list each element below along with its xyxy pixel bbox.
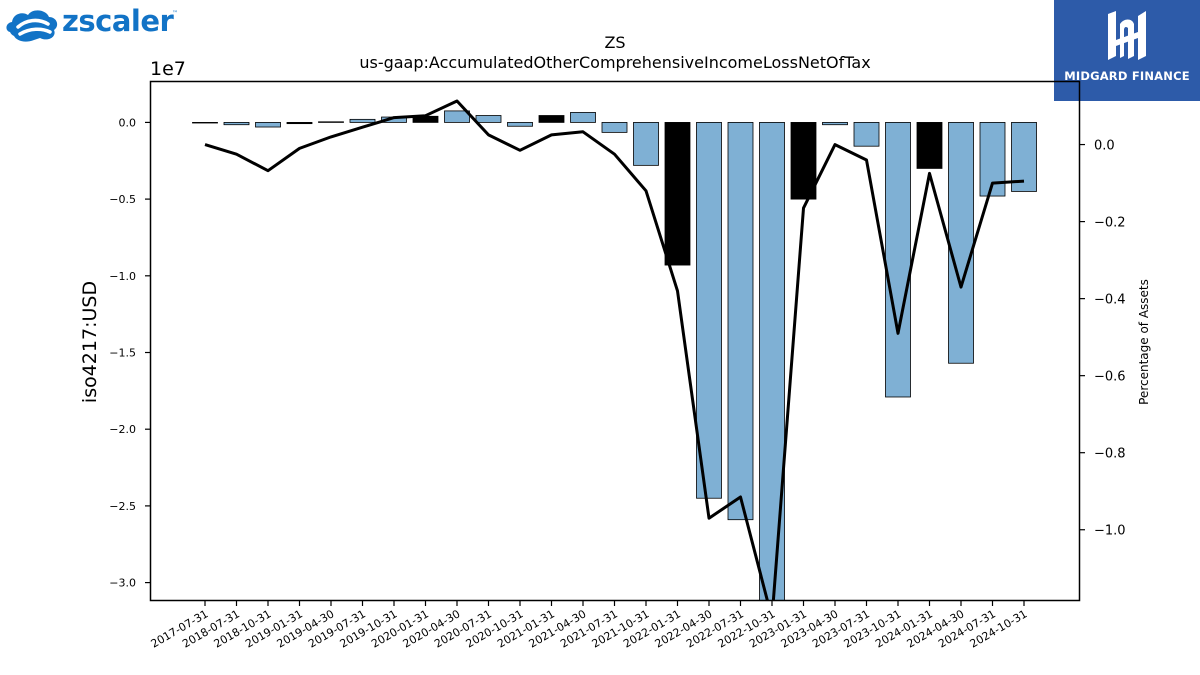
y-axis-right-label: Percentage of Assets [1137, 279, 1151, 405]
y-right-tick-label: −0.2 [1094, 216, 1126, 231]
midgard-finance-text: MIDGARD FINANCE [1064, 69, 1190, 83]
bar-2022-01-31 [664, 122, 691, 266]
y-offset-label: 1e7 [150, 58, 186, 80]
bar-2024-01-31 [916, 122, 943, 169]
y-right-tick-label: −0.4 [1094, 293, 1126, 308]
y-right-tick-label: −0.8 [1094, 447, 1126, 462]
trademark-mark: ™ [172, 10, 178, 17]
bars-layer [192, 110, 1037, 601]
left-axis: 0.0 −0.5 −1.0 −1.5 −2.0 −2.5 −3.0 [109, 116, 150, 590]
y-right-tick-label: −1.0 [1094, 524, 1126, 539]
bar-2018-07-31 [223, 122, 250, 126]
bar-2018-10-31 [255, 122, 281, 128]
bar-2019-01-31 [286, 122, 313, 125]
bar-2021-10-31 [633, 122, 659, 166]
bar-2021-01-31 [538, 115, 565, 123]
y-tick-label: −1.5 [109, 347, 136, 360]
y-tick-label: −2.0 [109, 423, 136, 436]
bar-2019-07-31 [349, 118, 376, 123]
x-axis: 2017-07-312018-07-312018-10-312019-01-31… [149, 601, 1030, 651]
y-axis-label: iso4217:USD [79, 281, 101, 403]
bar-2021-04-30 [570, 112, 596, 123]
y-tick-label: −0.5 [109, 193, 136, 206]
zscaler-logo-text: zscaler [62, 4, 174, 38]
y-tick-label: −3.0 [109, 577, 136, 590]
y-tick-label: −2.5 [109, 500, 136, 513]
y-right-tick-label: 0.0 [1094, 139, 1115, 154]
midgard-finance-logo: MIDGARD FINANCE [1054, 0, 1200, 101]
bar-2020-07-31 [475, 115, 502, 123]
y-right-tick-label: −0.6 [1094, 370, 1126, 385]
bar-2017-07-31 [192, 122, 218, 124]
bar-2023-04-30 [822, 122, 848, 126]
bar-2023-01-31 [790, 122, 817, 200]
bar-2020-10-31 [507, 122, 533, 127]
right-axis: 0.0 −0.2 −0.4 −0.6 −0.8 −1.0 [1080, 139, 1126, 539]
bar-2022-04-30 [696, 122, 722, 499]
bar-2024-10-31 [1011, 122, 1037, 192]
bar-2021-07-31 [601, 122, 628, 133]
chart-subtitle: us-gaap:AccumulatedOtherComprehensiveInc… [359, 53, 870, 72]
bar-2022-10-31 [759, 122, 785, 601]
plot-frame [149, 80, 1081, 602]
bar-2023-07-31 [853, 122, 880, 147]
bar-2022-07-31 [727, 122, 754, 521]
bar-2023-10-31 [885, 122, 911, 398]
cloud-icon [6, 10, 58, 42]
y-tick-label: 0.0 [119, 116, 137, 129]
bar-2024-04-30 [948, 122, 974, 364]
midgard-emblem-icon [1108, 11, 1146, 60]
bar-2020-04-30 [444, 110, 470, 123]
series-line [204, 99, 1025, 601]
zscaler-logo: zscaler ™ [4, 4, 184, 44]
bar-2019-04-30 [318, 121, 344, 123]
y-tick-label: −1.0 [109, 270, 136, 283]
line-layer [204, 99, 1025, 601]
chart-title: ZS [604, 33, 625, 52]
